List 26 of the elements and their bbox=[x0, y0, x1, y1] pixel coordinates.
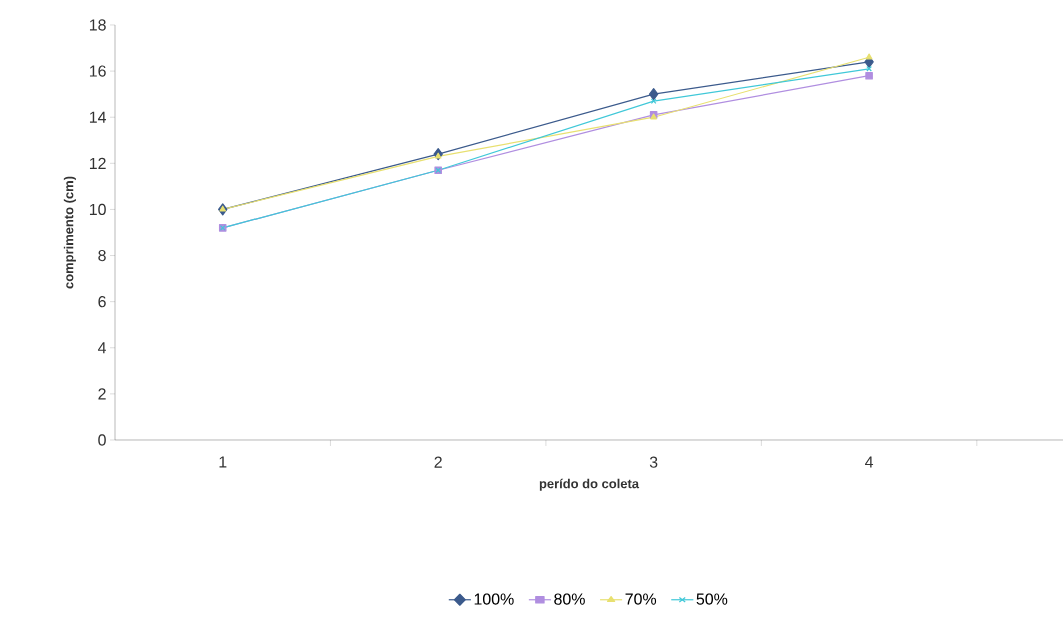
y-tick-label: 8 bbox=[98, 249, 106, 262]
x-tick-label: 2 bbox=[434, 456, 442, 468]
legend-label: 100% bbox=[474, 593, 514, 605]
x-tick-label: 1 bbox=[219, 456, 227, 468]
x-tick-label: 3 bbox=[649, 456, 658, 468]
x-tick-label: 4 bbox=[865, 456, 874, 468]
y-tick-label: 6 bbox=[98, 296, 106, 308]
y-tick-label: 12 bbox=[89, 157, 106, 169]
point bbox=[434, 152, 442, 159]
y-tick-label: 16 bbox=[89, 65, 106, 77]
legend-label: 50% bbox=[696, 593, 728, 605]
point bbox=[865, 53, 873, 60]
y-tick-label: 14 bbox=[89, 111, 107, 123]
y-tick-label: 4 bbox=[97, 342, 107, 354]
point bbox=[650, 98, 657, 104]
y-tick-label: 0 bbox=[98, 434, 106, 446]
y-axis-title: comprimento (cm) bbox=[63, 176, 76, 289]
legend-label: 70% bbox=[625, 593, 657, 605]
point bbox=[219, 205, 227, 212]
legend-label: 80% bbox=[554, 593, 585, 605]
y-tick-label: 2 bbox=[98, 388, 106, 400]
point bbox=[865, 71, 873, 80]
point bbox=[648, 88, 659, 101]
y-tick-label: 18 bbox=[89, 19, 106, 31]
x-axis-title: perído do coleta bbox=[539, 478, 640, 491]
y-tick-label: 10 bbox=[89, 203, 106, 216]
